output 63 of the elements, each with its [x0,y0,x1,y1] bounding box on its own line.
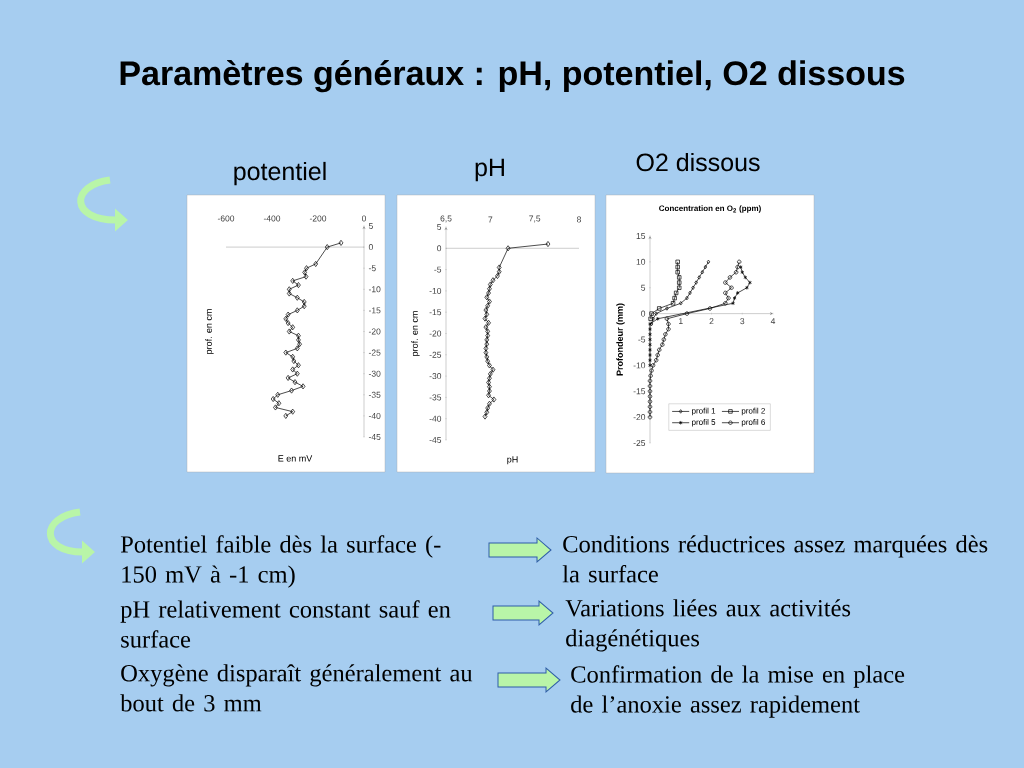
text: Paramètres généraux : pH, potentiel, O2 dissous [120,60,905,93]
y-axis-title: Profondeur (mm) [616,303,625,376]
legend-label: profil 6 [741,419,765,427]
y-tick-label: -45 [429,437,442,443]
text: Potentiel faible dès la surface (-150 mV à -1 cm) [120,535,441,588]
x-axis-title: E en mV [278,455,313,462]
chart-subtitle: Concentration en O$_{2}$ (ppm) [659,205,761,213]
y-tick-label: 0 [368,244,373,251]
x-tick-label: 6,5 [440,215,452,223]
x-tick-label: -200 [309,215,327,222]
y-axis-title: prof. en cm [205,309,214,354]
chart-title: potentiel [234,161,326,186]
y-tick-label: -35 [368,391,381,398]
chart-title: pH [475,158,504,182]
text: Oxygène disparaît généralement au bout de 3 mm [120,664,473,712]
y-tick-label: -40 [429,415,442,422]
y-tick-label: -15 [633,388,646,395]
legend-label: profil 2 [741,407,765,416]
legend-label: profil 5 [692,419,716,427]
y-tick-label: -30 [429,373,442,380]
y-tick-label: -15 [368,307,381,314]
x-tick-label: 3 [740,318,745,325]
y-tick-label: 10 [636,258,646,265]
y-axis-title: prof. en cm [411,311,420,356]
y-tick-label: -20 [633,414,646,421]
text: pH relativement constant sauf en surface [120,600,451,648]
y-tick-label: -5 [368,265,376,272]
text: Confirmation de la mise en place de l’anoxie assez rapidement [571,665,905,718]
y-tick-label: -5 [638,336,646,343]
legend-label: profil 1 [692,407,716,416]
x-tick-label: 7 [488,216,493,223]
y-tick-label: -10 [633,362,646,369]
y-tick-label: -20 [429,330,442,337]
text: Conditions réductrices assez marquées dès la surface [562,535,988,583]
y-tick-label: -20 [368,328,381,335]
y-tick-label: 15 [636,233,646,239]
y-tick-label: -45 [368,434,381,440]
y-tick-label: 0 [437,245,442,252]
y-tick-label: 5 [368,223,373,229]
x-tick-label: -400 [263,215,281,222]
y-tick-label: 5 [437,224,442,230]
x-tick-label: 4 [770,318,776,324]
x-axis-title: pH [507,456,518,465]
y-tick-label: -35 [429,394,442,401]
y-tick-label: -10 [368,286,381,293]
y-tick-label: -10 [429,287,442,294]
x-tick-label: -600 [217,215,235,222]
chart-title: O2 dissous [636,152,760,172]
y-tick-label: -15 [429,309,442,316]
y-tick-label: -25 [429,351,442,358]
x-tick-label: 0 [361,215,367,222]
x-tick-label: 2 [709,318,714,325]
x-tick-label: 1 [679,318,683,324]
y-tick-label: -30 [368,370,381,377]
y-tick-label: -40 [368,412,381,419]
y-tick-label: -25 [368,349,381,356]
y-tick-label: 0 [641,310,646,317]
text: Variations liées aux activités diagénétiques [565,599,851,652]
y-tick-label: -5 [434,266,442,273]
y-tick-label: -25 [633,439,646,446]
y-tick-label: 5 [641,284,646,291]
x-tick-label: 7,5 [529,215,541,223]
x-tick-label: 8 [577,216,581,223]
